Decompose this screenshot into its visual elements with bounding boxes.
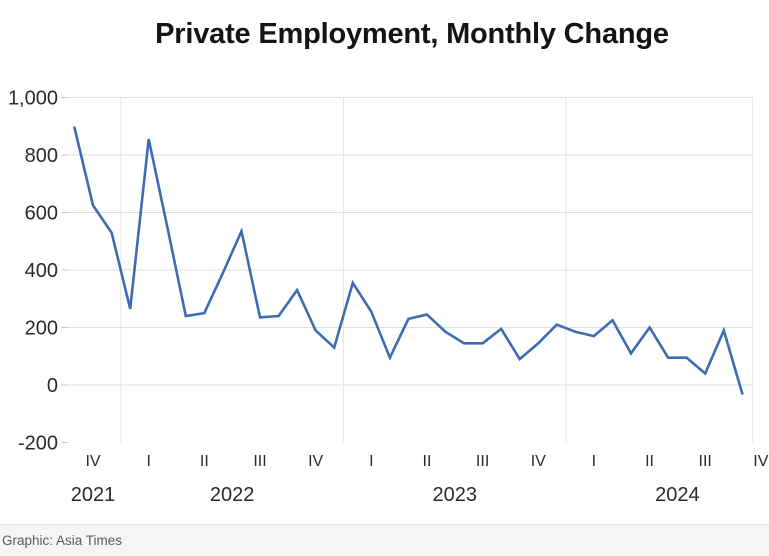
quarter-label: II [423, 453, 432, 470]
y-axis-label: 200 [25, 318, 58, 340]
quarter-label: I [369, 453, 373, 470]
credit-text: Graphic: Asia Times [2, 533, 123, 548]
y-axis-label: 0 [47, 375, 58, 397]
y-axis-label: 400 [25, 260, 58, 282]
y-axis-label: 600 [25, 203, 58, 225]
year-label: 2022 [210, 484, 255, 506]
year-label: 2021 [71, 484, 116, 506]
quarter-label: II [645, 453, 654, 470]
credit-bar: Graphic: Asia Times [0, 524, 769, 556]
year-label: 2023 [433, 484, 478, 506]
quarter-label: III [699, 453, 712, 470]
quarter-label: III [253, 453, 266, 470]
y-axis-label: -200 [18, 433, 58, 455]
quarter-label: IV [531, 453, 546, 470]
quarter-label: IV [308, 453, 323, 470]
y-axis-label: 800 [25, 145, 58, 167]
quarter-label: IV [753, 453, 768, 470]
quarter-label: I [592, 453, 596, 470]
quarter-label: III [476, 453, 489, 470]
quarter-label: I [146, 453, 150, 470]
year-label: 2024 [655, 484, 700, 506]
quarter-label: IV [85, 453, 100, 470]
chart-title: Private Employment, Monthly Change [155, 18, 669, 50]
y-axis-label: 1,000 [8, 88, 58, 110]
employment-line-series [73, 126, 744, 395]
quarter-label: II [200, 453, 209, 470]
